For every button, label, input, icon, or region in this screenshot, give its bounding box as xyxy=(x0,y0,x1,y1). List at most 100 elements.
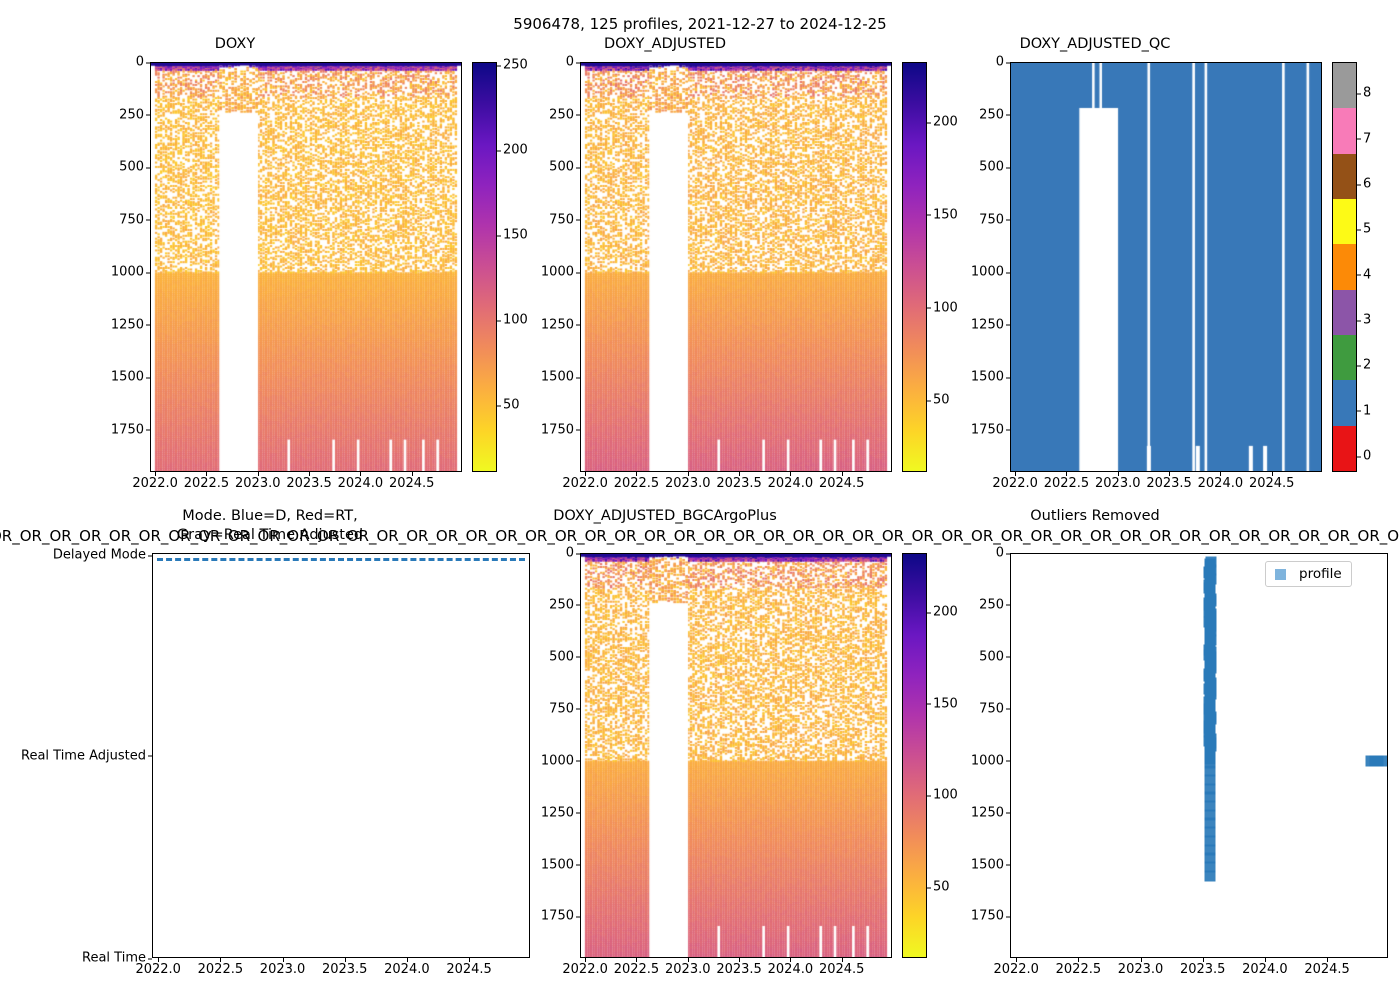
x-tick-mark xyxy=(1016,958,1018,962)
doxy-adjusted-qc-heatmap[interactable] xyxy=(1010,62,1322,472)
colorbar-tick-label: 100 xyxy=(926,788,958,803)
outliers-legend[interactable]: profile xyxy=(1265,561,1352,587)
x-tick-mark xyxy=(841,958,843,962)
heatmap-canvas xyxy=(581,554,891,957)
panel-doxy-adjusted: DOXY_ADJUSTED 0 250 500 750 1000 1250 1500 1750… xyxy=(430,36,900,496)
colorbar-tick-label: 200 xyxy=(496,143,528,158)
y-tick-label: 1750 xyxy=(541,909,581,924)
x-tick-label: 2022.5 xyxy=(183,476,230,491)
scatter-point xyxy=(1204,826,1216,838)
colorbar-tick-label: 250 xyxy=(496,58,528,73)
mode-plot[interactable] xyxy=(152,553,530,958)
bgcargoplus-y-axis: 0 250 500 750 1000 1250 1500 1750 xyxy=(490,546,581,958)
doxy-adjusted-y-axis: 0 250 500 750 1000 1250 1500 1750 xyxy=(490,55,581,472)
x-tick-mark xyxy=(1264,958,1266,962)
outliers-scatter[interactable] xyxy=(1010,553,1388,958)
colorbar-tick-label: 100 xyxy=(496,313,528,328)
y-tick-label: 1500 xyxy=(541,857,581,872)
qc-colorbar[interactable]: 0 1 2 3 4 5 6 7 8 xyxy=(1332,62,1371,472)
qc-colorbar-tick-label: 6 xyxy=(1356,177,1371,192)
scatter-point xyxy=(1204,870,1216,882)
x-tick-mark xyxy=(158,958,160,962)
x-tick-label: 2023.5 xyxy=(286,476,332,491)
y-tick-label: 500 xyxy=(119,160,150,175)
x-tick-label: 2024.5 xyxy=(818,962,865,977)
x-tick-label: 2023.0 xyxy=(1095,476,1141,491)
y-tick-label: 500 xyxy=(549,160,580,175)
x-tick-label: 2022.5 xyxy=(1055,962,1102,977)
qc-colorbar-segment xyxy=(1333,244,1356,290)
y-tick-label: 750 xyxy=(549,212,580,227)
colorbar-tick-label: 100 xyxy=(926,300,958,315)
qc-colorbar-tick-label: 0 xyxy=(1356,449,1371,464)
x-tick-mark xyxy=(1078,958,1080,962)
doxy-adjusted-colorbar[interactable]: 50 100 150 200 xyxy=(902,62,958,472)
doxy-adjusted-heatmap[interactable] xyxy=(580,62,892,472)
colorbar-tick-label: 150 xyxy=(496,228,528,243)
x-tick-mark xyxy=(1327,958,1329,962)
x-tick-label: 2022.0 xyxy=(993,962,1039,977)
x-tick-label: 2023.0 xyxy=(259,962,306,977)
outliers-y-axis: 0 250 500 750 1000 1250 1500 1750 xyxy=(920,546,1011,958)
doxy-adjusted-x-axis: 2022.0 2022.5 2023.0 2023.5 2024.0 2024.5 xyxy=(562,472,892,498)
x-tick-label: 2023.5 xyxy=(321,962,368,977)
x-tick-label: 2024.5 xyxy=(1248,476,1295,491)
qc-colorbar-segment xyxy=(1333,108,1356,154)
qc-colorbar-segment xyxy=(1333,289,1356,336)
colorbar-tick-label: 50 xyxy=(926,393,950,408)
doxy-colorbar[interactable]: 50 100 150 200 250 xyxy=(472,58,528,472)
scatter-point xyxy=(1204,774,1216,786)
panel-doxy-adjusted-qc: DOXY_ADJUSTED_QC 0 250 500 750 1000 1250 1500 1… xyxy=(860,36,1330,496)
qc-colorbar-segment xyxy=(1333,63,1356,109)
mode-y-tick-label: Delayed Mode xyxy=(53,548,153,563)
x-tick-label: 2022.5 xyxy=(197,962,244,977)
x-tick-mark xyxy=(585,958,587,962)
y-tick-label: 250 xyxy=(119,107,150,122)
doxy-heatmap[interactable] xyxy=(150,62,462,472)
delayed-mode-line xyxy=(156,558,526,562)
x-tick-mark xyxy=(411,472,413,476)
scatter-point xyxy=(1204,817,1216,829)
qc-heatmap-canvas xyxy=(1011,63,1321,471)
scatter-point xyxy=(1376,755,1387,767)
x-tick-mark xyxy=(636,958,638,962)
y-tick-label: 250 xyxy=(979,107,1010,122)
y-tick-label: 0 xyxy=(996,546,1011,561)
y-tick-label: 1750 xyxy=(541,422,581,437)
y-tick-label: 1000 xyxy=(111,265,151,280)
y-tick-label: 500 xyxy=(979,160,1010,175)
x-tick-mark xyxy=(1140,958,1142,962)
qc-colorbar-tick-label: 3 xyxy=(1356,313,1371,328)
bgcargoplus-colorbar[interactable]: 50 100 150 200 xyxy=(902,553,958,958)
panel-mode-title-line2: Gray=Real Time Adjusted xyxy=(176,527,364,543)
x-tick-mark xyxy=(1015,472,1017,476)
colorbar-tick-label: 200 xyxy=(926,115,958,130)
scatter-point xyxy=(1204,757,1216,769)
panel-outliers-title: Outliers Removed xyxy=(1030,508,1160,524)
mode-y-tick-label: Real Time xyxy=(82,951,152,966)
y-tick-label: 1250 xyxy=(971,805,1011,820)
y-tick-label: 0 xyxy=(996,55,1011,70)
x-tick-label: 2022.5 xyxy=(613,962,660,977)
x-tick-label: 2022.0 xyxy=(132,476,178,491)
overlay-or-string: OR_OR_OR_OR_OR_OR_OR_OR_OR_OR_OR_OR_OR_O… xyxy=(0,527,1400,545)
x-tick-mark xyxy=(344,958,346,962)
doxy-x-axis: 2022.0 2022.5 2023.0 2023.5 2024.0 2024.5 xyxy=(132,472,462,498)
bgcargoplus-x-axis: 2022.0 2022.5 2023.0 2023.5 2024.0 2024.5 xyxy=(562,958,892,984)
panel-mode-title: Mode. Blue=D, Red=RT, xyxy=(182,508,358,524)
panel-outliers-removed: Outliers Removed 0 250 500 750 1000 1250 1500 1… xyxy=(860,508,1400,988)
x-tick-label: 2023.0 xyxy=(235,476,281,491)
y-tick-label: 1250 xyxy=(541,805,581,820)
x-tick-mark xyxy=(636,472,638,476)
x-tick-label: 2022.0 xyxy=(562,476,608,491)
x-tick-mark xyxy=(1271,472,1273,476)
x-tick-label: 2022.0 xyxy=(135,962,181,977)
y-tick-label: 250 xyxy=(549,597,580,612)
x-tick-label: 2024.0 xyxy=(767,962,814,977)
x-tick-label: 2023.0 xyxy=(665,476,711,491)
bgcargoplus-heatmap[interactable] xyxy=(580,553,892,958)
y-tick-label: 1500 xyxy=(111,370,151,385)
x-tick-label: 2022.0 xyxy=(562,962,608,977)
colorbar-tick-label: 150 xyxy=(926,696,958,711)
x-tick-label: 2023.0 xyxy=(665,962,711,977)
